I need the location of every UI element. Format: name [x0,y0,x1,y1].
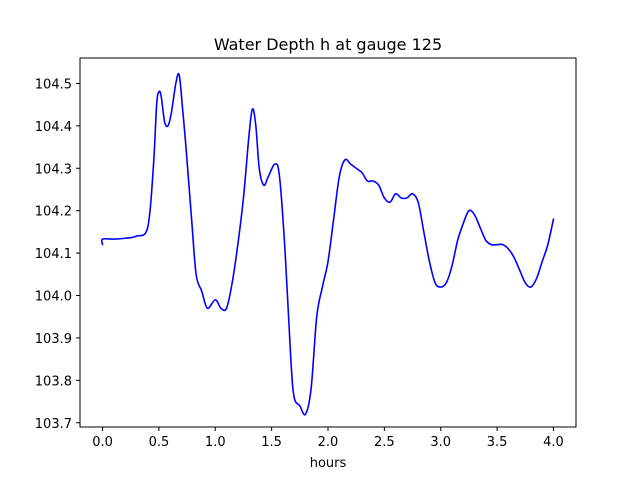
x-tick-label: 4.0 [543,435,564,450]
y-tick-label: 103.8 [35,374,72,389]
x-tick-label: 1.5 [261,435,282,450]
y-tick-label: 104.3 [35,162,72,177]
x-axis: 0.0 0.5 1.0 1.5 2.0 2.5 3.0 3.5 4.0 [92,427,564,450]
chart-title: Water Depth h at gauge 125 [214,35,442,54]
x-tick-label: 2.5 [374,435,395,450]
y-tick-label: 104.5 [35,77,72,92]
y-axis: 103.7 103.8 103.9 104.0 104.1 104.2 104.3 104.4… [35,77,80,432]
plot-area [100,72,555,416]
plot-frame [79,57,577,428]
y-tick-label: 103.7 [35,417,72,432]
x-tick-label: 3.5 [487,435,508,450]
x-tick-label: 3.0 [430,435,451,450]
x-tick-label: 0.0 [92,435,113,450]
y-tick-label: 103.9 [35,332,72,347]
y-tick-label: 104.2 [35,205,72,220]
x-tick-label: 2.0 [318,435,339,450]
y-tick-label: 104.4 [35,120,72,135]
x-tick-label: 1.0 [205,435,226,450]
series-line-0 [100,72,555,416]
x-tick-label: 0.5 [149,435,170,450]
y-tick-label: 104.1 [35,247,72,262]
x-axis-label: hours [310,456,347,471]
y-tick-label: 104.0 [35,290,72,305]
